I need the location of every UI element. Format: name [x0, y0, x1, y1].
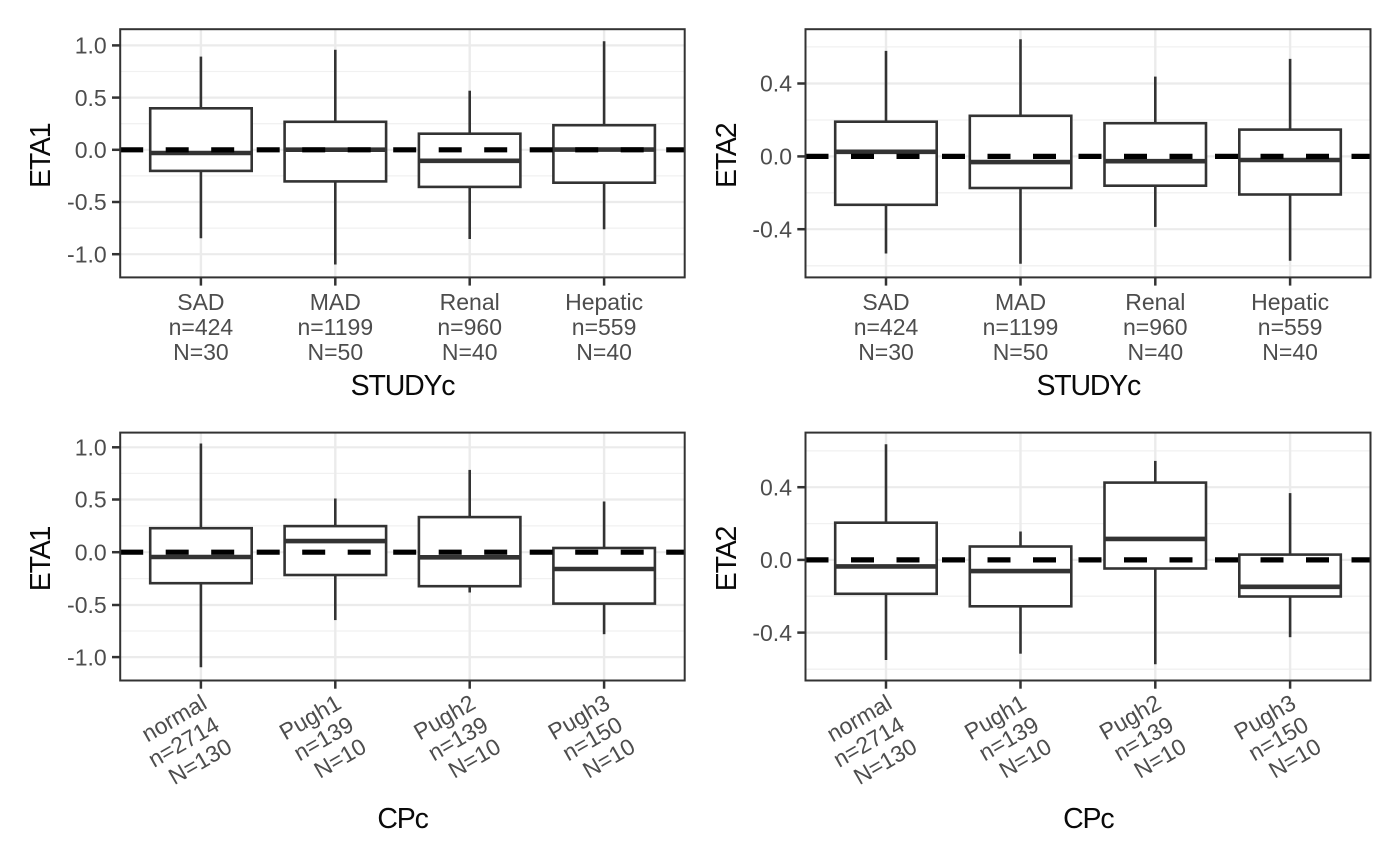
- svg-text:n=960: n=960: [1123, 314, 1188, 340]
- svg-text:n=424: n=424: [169, 314, 234, 340]
- svg-text:0.0: 0.0: [760, 144, 792, 170]
- svg-text:1.0: 1.0: [75, 435, 107, 461]
- svg-text:ETA1: ETA1: [25, 123, 57, 188]
- svg-text:-1.0: -1.0: [67, 241, 107, 267]
- svg-text:ETA2: ETA2: [711, 123, 743, 188]
- svg-text:n=424: n=424: [854, 314, 919, 340]
- svg-text:N=40: N=40: [1262, 339, 1318, 365]
- svg-text:0.5: 0.5: [75, 487, 107, 513]
- svg-text:N=30: N=30: [858, 339, 914, 365]
- svg-text:-0.4: -0.4: [752, 620, 792, 646]
- svg-text:MAD: MAD: [995, 289, 1046, 315]
- svg-text:MAD: MAD: [310, 289, 361, 315]
- svg-text:ETA2: ETA2: [711, 526, 743, 591]
- svg-text:CPc: CPc: [377, 803, 428, 835]
- svg-text:-1.0: -1.0: [67, 644, 107, 670]
- svg-text:SAD: SAD: [177, 289, 224, 315]
- svg-text:-0.4: -0.4: [752, 216, 792, 242]
- svg-text:N=40: N=40: [442, 339, 498, 365]
- svg-text:0.0: 0.0: [75, 539, 107, 565]
- svg-text:N=50: N=50: [993, 339, 1049, 365]
- svg-text:SAD: SAD: [862, 289, 909, 315]
- svg-text:0.4: 0.4: [760, 474, 792, 500]
- svg-text:N=40: N=40: [576, 339, 632, 365]
- svg-text:n=1199: n=1199: [983, 314, 1059, 340]
- svg-text:n=559: n=559: [1258, 314, 1323, 340]
- svg-text:-0.5: -0.5: [67, 592, 107, 618]
- svg-text:1.0: 1.0: [75, 33, 107, 59]
- svg-text:0.0: 0.0: [75, 137, 107, 163]
- svg-text:STUDYc: STUDYc: [1036, 370, 1141, 402]
- svg-text:Hepatic: Hepatic: [565, 289, 643, 315]
- svg-text:0.4: 0.4: [760, 71, 792, 97]
- svg-text:-0.5: -0.5: [67, 189, 107, 215]
- svg-text:Renal: Renal: [440, 289, 500, 315]
- svg-text:n=1199: n=1199: [297, 314, 373, 340]
- svg-text:Renal: Renal: [1125, 289, 1185, 315]
- svg-text:Hepatic: Hepatic: [1251, 289, 1329, 315]
- svg-text:N=50: N=50: [307, 339, 363, 365]
- svg-text:STUDYc: STUDYc: [351, 370, 456, 402]
- svg-text:0.0: 0.0: [760, 547, 792, 573]
- svg-text:0.5: 0.5: [75, 85, 107, 111]
- svg-text:n=960: n=960: [437, 314, 502, 340]
- svg-text:n=559: n=559: [572, 314, 637, 340]
- svg-text:N=40: N=40: [1127, 339, 1183, 365]
- svg-text:CPc: CPc: [1063, 803, 1114, 835]
- svg-text:N=30: N=30: [173, 339, 229, 365]
- svg-text:ETA1: ETA1: [25, 526, 57, 591]
